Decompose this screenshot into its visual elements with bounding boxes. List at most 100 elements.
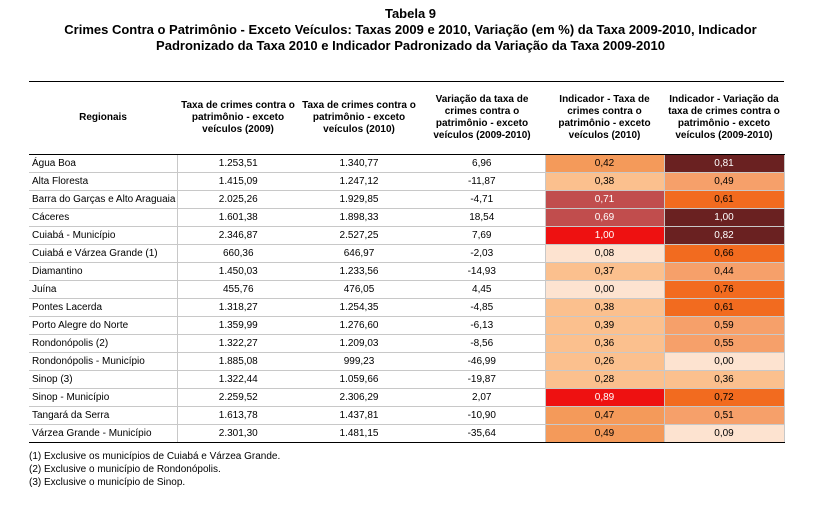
cell-indicador-variacao: 0,09 <box>663 424 785 443</box>
cell-taxa-2009: 1.885,08 <box>177 352 299 371</box>
cell-taxa-2010: 1.233,56 <box>299 262 419 281</box>
table-row: Cáceres 1.601,38 1.898,33 18,54 0,69 1,00 <box>29 208 785 227</box>
cell-variacao: -2,03 <box>419 244 545 263</box>
cell-indicador-variacao: 0,44 <box>663 262 785 281</box>
cell-taxa-2009: 455,76 <box>177 280 299 299</box>
table-row: Rondonópolis - Município 1.885,08 999,23 -4… <box>29 352 785 371</box>
cell-variacao: -4,71 <box>419 190 545 209</box>
cell-indicador-variacao: 1,00 <box>663 208 785 227</box>
cell-indicador-taxa: 0,39 <box>544 316 665 335</box>
cell-indicador-taxa: 0,47 <box>544 406 665 425</box>
cell-taxa-2009: 2.025,26 <box>177 190 299 209</box>
table-row: Tangará da Serra 1.613,78 1.437,81 -10,90 0,… <box>29 406 785 425</box>
cell-taxa-2009: 1.415,09 <box>177 172 299 191</box>
cell-regional: Tangará da Serra <box>29 406 178 425</box>
footnotes: (1) Exclusive os municípios de Cuiabá e … <box>29 450 280 489</box>
cell-indicador-taxa: 0,71 <box>544 190 665 209</box>
table-row: Água Boa 1.253,51 1.340,77 6,96 0,42 0,81 <box>29 154 785 173</box>
cell-indicador-taxa: 1,00 <box>544 226 665 245</box>
cell-taxa-2009: 1.322,44 <box>177 370 299 389</box>
cell-taxa-2010: 1.247,12 <box>299 172 419 191</box>
cell-indicador-variacao: 0,72 <box>663 388 785 407</box>
cell-indicador-taxa: 0,26 <box>544 352 665 371</box>
cell-indicador-taxa: 0,36 <box>544 334 665 353</box>
cell-taxa-2009: 1.253,51 <box>177 154 299 173</box>
cell-variacao: 2,07 <box>419 388 545 407</box>
table-row: Porto Alegre do Norte 1.359,99 1.276,60 -6,… <box>29 316 785 335</box>
header-taxa-2009: Taxa de crimes contra o patrimônio - exc… <box>177 81 299 155</box>
cell-variacao: -8,56 <box>419 334 545 353</box>
cell-indicador-variacao: 0,00 <box>663 352 785 371</box>
header-regionais: Regionais <box>29 81 177 155</box>
table-row: Cuiabá e Várzea Grande (1) 660,36 646,97 -2… <box>29 244 785 263</box>
cell-indicador-variacao: 0,81 <box>663 154 785 173</box>
cell-taxa-2009: 660,36 <box>177 244 299 263</box>
cell-taxa-2010: 2.306,29 <box>299 388 419 407</box>
cell-indicador-taxa: 0,69 <box>544 208 665 227</box>
cell-indicador-variacao: 0,36 <box>663 370 785 389</box>
cell-indicador-taxa: 0,00 <box>544 280 665 299</box>
cell-regional: Alta Floresta <box>29 172 178 191</box>
data-table: Regionais Taxa de crimes contra o patrim… <box>29 81 785 443</box>
cell-variacao: -35,64 <box>419 424 545 443</box>
cell-taxa-2010: 1.437,81 <box>299 406 419 425</box>
cell-regional: Sinop (3) <box>29 370 178 389</box>
cell-variacao: 7,69 <box>419 226 545 245</box>
table-subtitle-line2: Padronizado da Taxa 2010 e Indicador Pad… <box>156 38 665 53</box>
cell-taxa-2010: 2.527,25 <box>299 226 419 245</box>
cell-regional: Barra do Garças e Alto Araguaia <box>29 190 178 209</box>
cell-indicador-variacao: 0,66 <box>663 244 785 263</box>
cell-taxa-2009: 1.318,27 <box>177 298 299 317</box>
cell-indicador-variacao: 0,49 <box>663 172 785 191</box>
table-row: Pontes Lacerda 1.318,27 1.254,35 -4,85 0,38 0… <box>29 298 785 317</box>
table-row: Alta Floresta 1.415,09 1.247,12 -11,87 0,38 0… <box>29 172 785 191</box>
cell-regional: Pontes Lacerda <box>29 298 178 317</box>
cell-variacao: -19,87 <box>419 370 545 389</box>
table-row: Barra do Garças e Alto Araguaia 2.025,26 1… <box>29 190 785 209</box>
cell-regional: Cuiabá - Município <box>29 226 178 245</box>
title-block: Tabela 9 Crimes Contra o Patrimônio - Ex… <box>0 6 821 54</box>
cell-indicador-taxa: 0,49 <box>544 424 665 443</box>
cell-variacao: 4,45 <box>419 280 545 299</box>
cell-indicador-taxa: 0,89 <box>544 388 665 407</box>
cell-regional: Água Boa <box>29 154 178 173</box>
cell-taxa-2010: 1.340,77 <box>299 154 419 173</box>
cell-taxa-2009: 1.359,99 <box>177 316 299 335</box>
cell-regional: Rondonópolis - Município <box>29 352 178 371</box>
cell-regional: Cáceres <box>29 208 178 227</box>
footnote-3: (3) Exclusive o município de Sinop. <box>29 477 186 488</box>
cell-indicador-taxa: 0,38 <box>544 172 665 191</box>
table-row: Juína 455,76 476,05 4,45 0,00 0,76 <box>29 280 785 299</box>
header-row: Regionais Taxa de crimes contra o patrim… <box>29 81 784 155</box>
header-taxa-2010: Taxa de crimes contra o patrimônio - exc… <box>299 81 419 155</box>
cell-indicador-variacao: 0,61 <box>663 190 785 209</box>
cell-taxa-2009: 1.450,03 <box>177 262 299 281</box>
cell-indicador-taxa: 0,38 <box>544 298 665 317</box>
cell-taxa-2010: 1.898,33 <box>299 208 419 227</box>
table-row: Várzea Grande - Município 2.301,30 1.481,1… <box>29 424 785 443</box>
cell-taxa-2010: 476,05 <box>299 280 419 299</box>
cell-indicador-taxa: 0,37 <box>544 262 665 281</box>
header-variacao: Variação da taxa de crimes contra o patr… <box>419 81 545 155</box>
cell-indicador-taxa: 0,08 <box>544 244 665 263</box>
cell-indicador-variacao: 0,76 <box>663 280 785 299</box>
cell-taxa-2010: 1.209,03 <box>299 334 419 353</box>
table-row: Diamantino 1.450,03 1.233,56 -14,93 0,37 0,44 <box>29 262 785 281</box>
cell-taxa-2010: 1.481,15 <box>299 424 419 443</box>
table-row: Rondonópolis (2) 1.322,27 1.209,03 -8,56 0,3… <box>29 334 785 353</box>
cell-variacao: -6,13 <box>419 316 545 335</box>
cell-indicador-variacao: 0,61 <box>663 298 785 317</box>
cell-variacao: 18,54 <box>419 208 545 227</box>
cell-taxa-2009: 2.259,52 <box>177 388 299 407</box>
cell-taxa-2010: 646,97 <box>299 244 419 263</box>
cell-variacao: -10,90 <box>419 406 545 425</box>
header-indicador-taxa: Indicador - Taxa de crimes contra o patr… <box>545 81 664 155</box>
cell-taxa-2009: 1.322,27 <box>177 334 299 353</box>
cell-taxa-2009: 2.346,87 <box>177 226 299 245</box>
cell-indicador-variacao: 0,51 <box>663 406 785 425</box>
cell-indicador-taxa: 0,28 <box>544 370 665 389</box>
table-body: Água Boa 1.253,51 1.340,77 6,96 0,42 0,81 Alta… <box>29 154 785 443</box>
cell-taxa-2010: 1.254,35 <box>299 298 419 317</box>
table-title: Tabela 9 <box>384 6 437 21</box>
cell-variacao: -14,93 <box>419 262 545 281</box>
